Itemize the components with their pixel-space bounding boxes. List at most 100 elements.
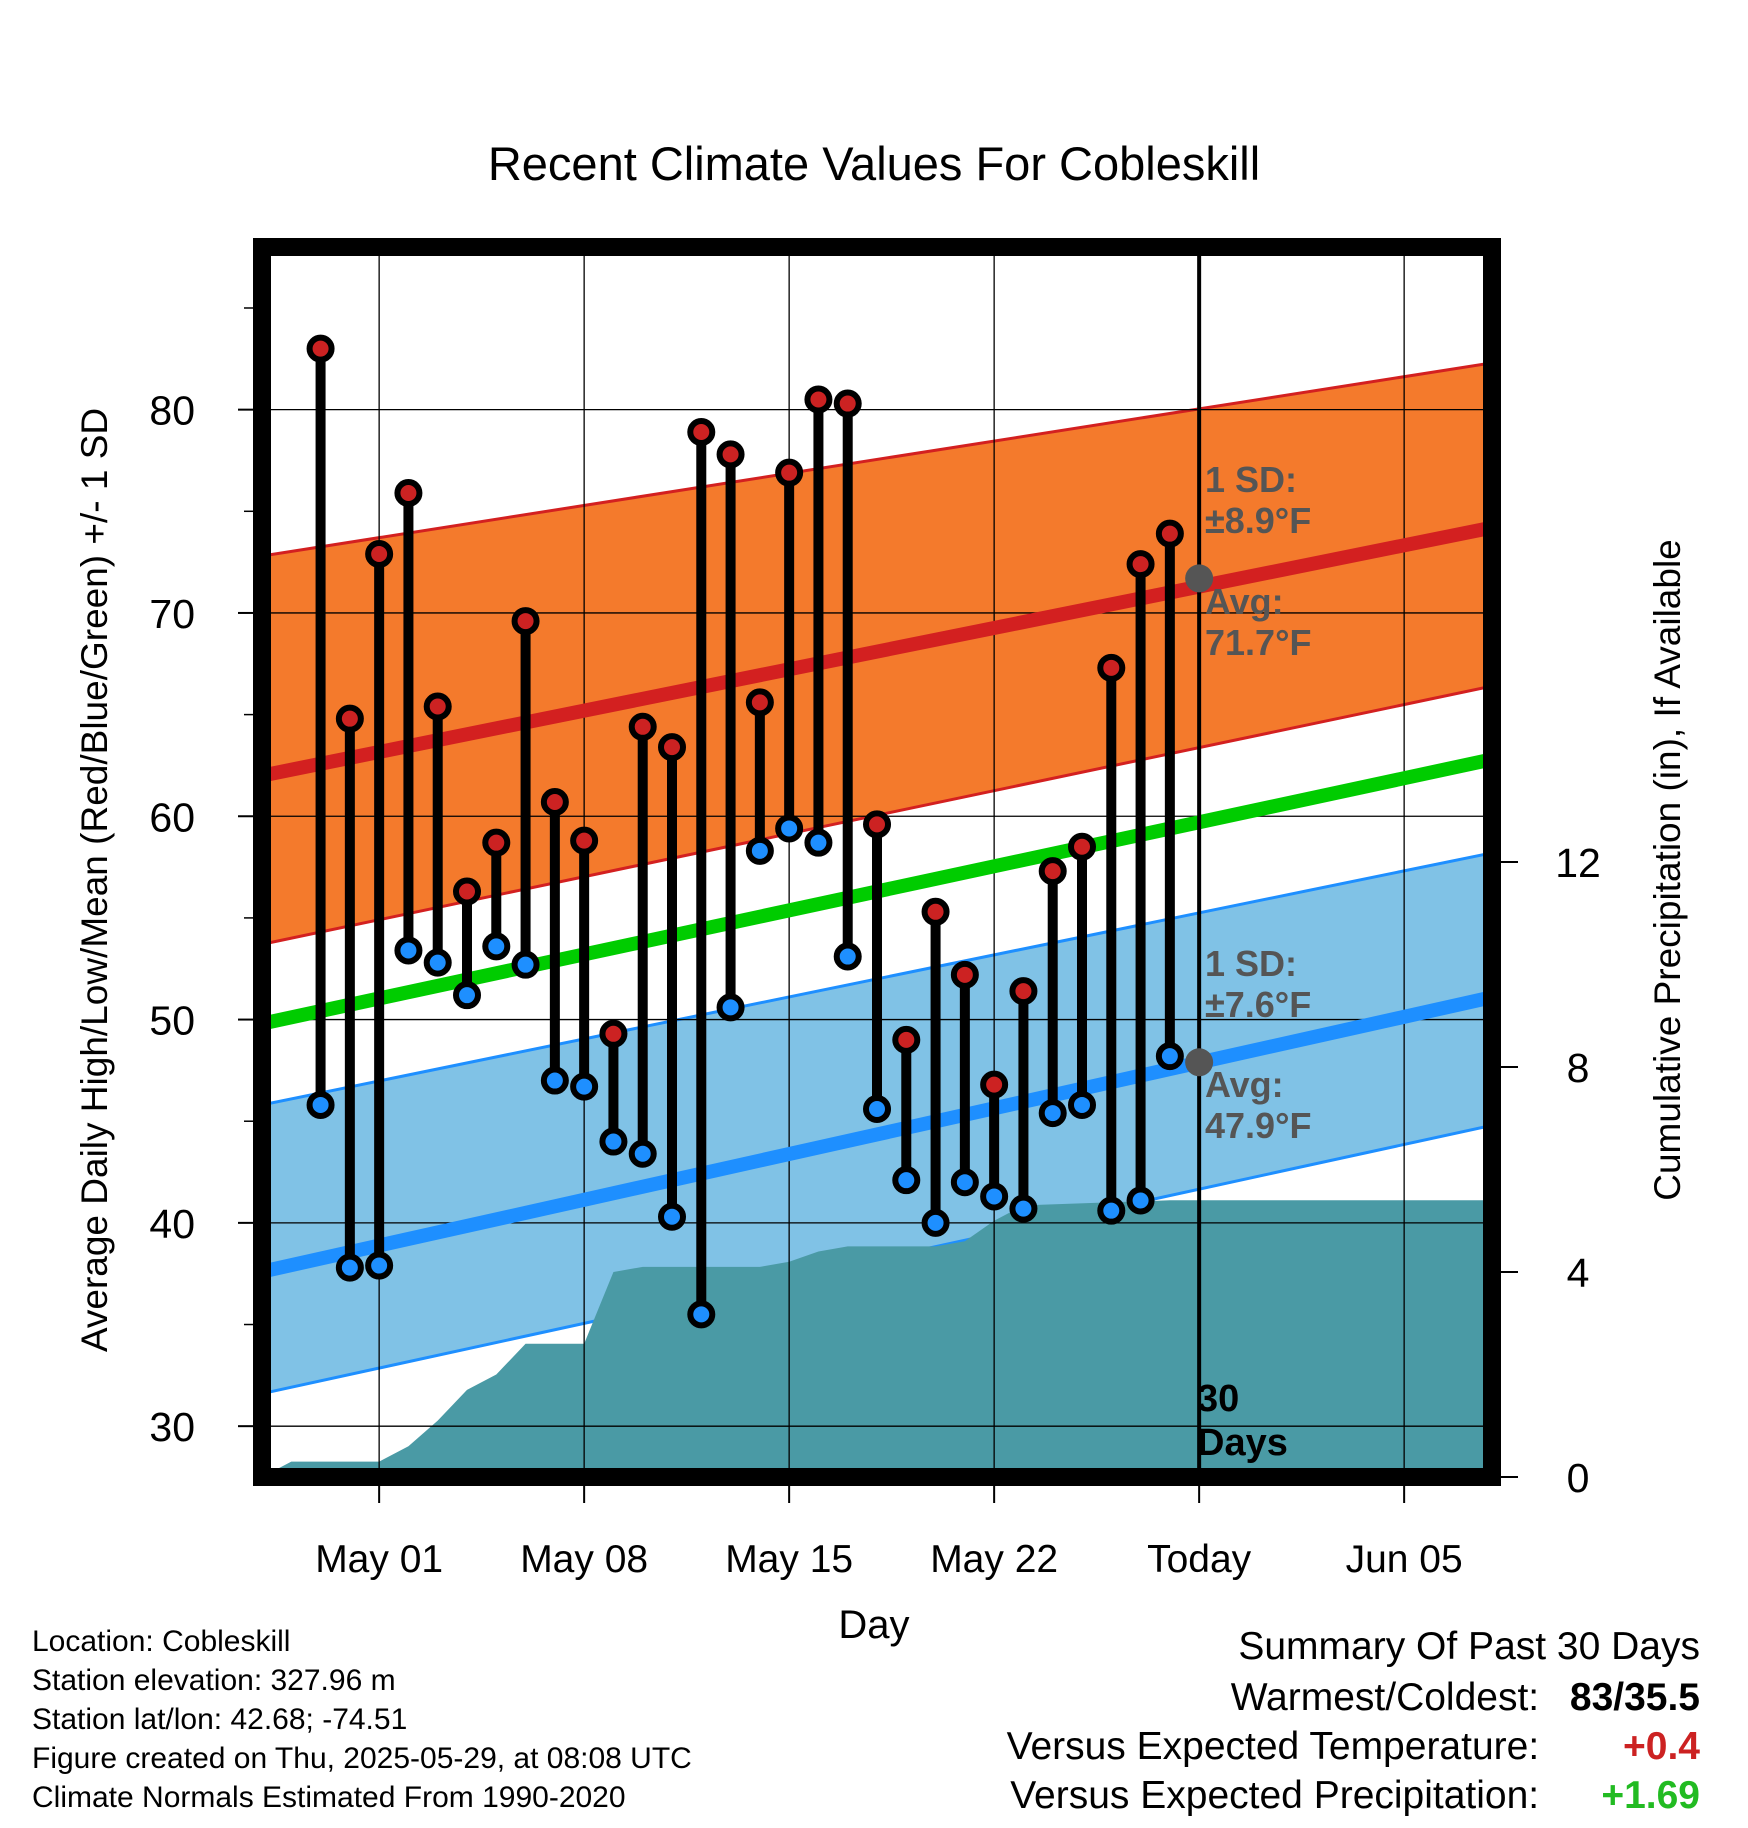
y-tick-label: 70	[149, 591, 195, 637]
days-label: Days	[1197, 1422, 1288, 1464]
y2-axis-label: Cumulative Precipitation (in), If Availa…	[1647, 539, 1688, 1201]
low-avg-label: Avg:	[1205, 1064, 1284, 1105]
low-point	[950, 1168, 979, 1197]
low-average-line	[262, 990, 1492, 1279]
high-point	[628, 712, 657, 741]
high-point	[365, 539, 394, 568]
warmest-value: 83/35.5	[1569, 1676, 1700, 1719]
low-point	[804, 828, 833, 857]
high-avg-label: Avg:	[1205, 581, 1284, 622]
high-sd-label: 1 SD:	[1205, 459, 1297, 500]
x-tick-label: Jun 05	[1346, 1538, 1463, 1581]
low-point	[687, 1300, 716, 1329]
plot-area	[262, 247, 1492, 1477]
high-point	[423, 692, 452, 721]
precip-label: Versus Expected Precipitation:	[1010, 1774, 1540, 1817]
summary-panel: Summary Of Past 30 Days Warmest/Coldest:…	[1007, 1622, 1700, 1820]
elevation-line: Station elevation: 327.96 m	[32, 1664, 396, 1697]
low-point	[394, 936, 423, 965]
today-high-normal-marker	[1185, 564, 1214, 593]
low-point	[365, 1251, 394, 1280]
summary-warmest-row: Warmest/Coldest: 83/35.5	[1007, 1673, 1700, 1722]
y-tick-label: 30	[149, 1404, 195, 1450]
low-point	[599, 1127, 628, 1156]
summary-precip-row: Versus Expected Precipitation: +1.69	[1007, 1771, 1700, 1820]
low-point	[658, 1202, 686, 1231]
high-point	[745, 688, 774, 717]
summary-title: Summary Of Past 30 Days	[1238, 1625, 1700, 1668]
low-point	[863, 1095, 891, 1124]
x-tick-label: May 22	[930, 1538, 1058, 1581]
high-point	[687, 418, 716, 447]
low-avg-label: 47.9°F	[1205, 1105, 1311, 1146]
high-point	[453, 877, 481, 906]
low-point	[892, 1166, 921, 1195]
high-point	[980, 1070, 1009, 1099]
summary-temp-row: Versus Expected Temperature: +0.4	[1007, 1722, 1700, 1771]
today-low-normal-marker	[1185, 1048, 1214, 1077]
daily-points	[306, 334, 1214, 1329]
low-point	[306, 1090, 335, 1119]
high-point	[775, 458, 804, 487]
low-point	[540, 1066, 569, 1095]
high-point	[1038, 857, 1067, 886]
low-point	[716, 993, 745, 1022]
low-point	[628, 1139, 657, 1168]
x-tick-label: May 01	[315, 1538, 443, 1581]
high-point	[335, 704, 364, 733]
x-axis-label: Day	[838, 1603, 909, 1647]
y2-tick-label: 0	[1567, 1455, 1590, 1501]
x-tick-label: Today	[1147, 1538, 1252, 1581]
low-point	[1097, 1196, 1126, 1225]
high-point	[306, 334, 335, 363]
high-point	[1068, 832, 1096, 861]
high-sd-label: ±8.9°F	[1205, 500, 1311, 541]
latlon-line: Station lat/lon: 42.68; -74.51	[32, 1703, 408, 1736]
high-point	[716, 440, 745, 469]
location-line: Location: Cobleskill	[32, 1625, 291, 1658]
low-point	[980, 1182, 1009, 1211]
chart-title: Recent Climate Values For Cobleskill	[488, 137, 1260, 190]
temp-value: +0.4	[1623, 1725, 1700, 1768]
high-point	[394, 479, 423, 507]
low-point	[921, 1208, 950, 1237]
y2-tick-label: 8	[1567, 1045, 1590, 1091]
y-tick-label: 50	[149, 998, 195, 1044]
station-info: Location: Cobleskill Station elevation: …	[32, 1622, 692, 1817]
high-point	[833, 389, 862, 418]
low-point	[833, 942, 862, 971]
y-axis-label: Average Daily High/Low/Mean (Red/Blue/Gr…	[74, 408, 115, 1352]
high-point	[658, 733, 686, 762]
y-tick-label: 80	[149, 388, 195, 434]
y-tick-label: 40	[149, 1201, 195, 1247]
x-tick-label: May 08	[520, 1538, 648, 1581]
days-label: 30	[1197, 1378, 1239, 1420]
high-point	[1126, 550, 1155, 579]
low-point	[482, 932, 511, 961]
low-point	[1068, 1090, 1096, 1119]
high-point	[921, 897, 950, 926]
high-point	[570, 826, 599, 855]
precip-area	[262, 1200, 1492, 1477]
warmest-label: Warmest/Coldest:	[1230, 1676, 1540, 1719]
high-avg-label: 71.7°F	[1205, 622, 1311, 663]
high-point	[1155, 519, 1184, 548]
y-axis-right: 0 4 8 12	[1501, 840, 1601, 1501]
high-point	[950, 960, 979, 989]
high-point	[511, 607, 540, 636]
normals-line: Climate Normals Estimated From 1990-2020	[32, 1781, 626, 1814]
high-average-line	[262, 520, 1492, 783]
high-point	[804, 385, 833, 414]
y-axis-left: 30 40 50 60 70 80	[149, 307, 253, 1450]
x-axis: May 01 May 08 May 15 May 22 Today Jun 05	[315, 1486, 1463, 1581]
low-point	[1155, 1042, 1184, 1071]
low-point	[335, 1253, 364, 1282]
temp-label: Versus Expected Temperature:	[1006, 1725, 1540, 1768]
created-line: Figure created on Thu, 2025-05-29, at 08…	[32, 1742, 692, 1775]
high-point	[892, 1025, 921, 1054]
y2-tick-label: 12	[1555, 840, 1601, 886]
x-tick-label: May 15	[725, 1538, 853, 1581]
high-point	[863, 810, 891, 839]
